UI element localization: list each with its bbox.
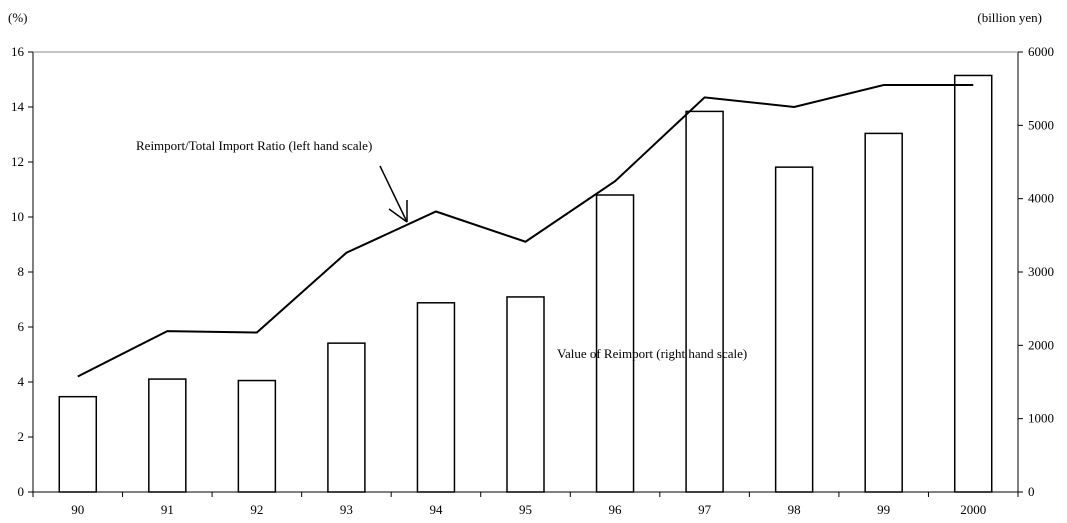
annotation-arrow [379,165,408,223]
left-tick-label: 6 [18,319,25,334]
x-tick-label: 92 [250,502,263,517]
left-tick-label: 8 [18,264,25,279]
bar-90 [58,395,98,493]
right-tick-label: 6000 [1028,44,1054,59]
right-tick-label: 3000 [1028,264,1054,279]
bar-91 [148,378,187,493]
line-annotation: Reimport/Total Import Ratio (left hand s… [136,138,372,153]
bar-97 [685,110,724,493]
bar-99 [864,132,903,493]
x-tick-label: 91 [161,502,174,517]
bar-2000 [953,74,993,493]
bar-93 [327,342,366,493]
right-tick-label: 5000 [1028,117,1054,132]
left-tick-label: 16 [11,44,25,59]
left-tick-label: 12 [11,154,24,169]
left-axis-unit: (%) [8,10,28,25]
bar-95 [506,296,545,493]
right-tick-label: 1000 [1028,411,1054,426]
ratio-line-points [77,84,974,377]
left-axis-ticks: 0 2 4 6 8 10 12 14 16 [11,44,33,499]
x-tick-label: 90 [71,502,84,517]
bar-annotation: Value of Reimport (right hand scale) [557,346,747,361]
x-tick-label: 93 [340,502,353,517]
right-tick-label: 2000 [1028,337,1054,352]
x-tick-label: 99 [877,502,890,517]
bars-group [58,74,993,493]
bar-94 [416,302,456,493]
x-tick-label: 94 [429,502,443,517]
right-tick-label: 0 [1028,484,1035,499]
bar-92 [237,379,277,493]
x-tick-label: 98 [788,502,801,517]
right-axis-ticks: 0 1000 2000 3000 4000 5000 6000 [1018,44,1054,499]
left-tick-label: 14 [11,99,25,114]
left-tick-label: 2 [18,429,25,444]
x-tick-label: 2000 [960,502,986,517]
left-tick-label: 4 [18,374,25,389]
left-tick-label: 0 [18,484,25,499]
x-tick-label: 95 [519,502,532,517]
x-axis-ticks: 90 91 92 93 94 95 96 97 98 99 2000 [32,492,1019,517]
x-tick-label: 97 [698,502,712,517]
bar-98 [774,166,814,493]
bar-96 [595,194,635,493]
right-tick-label: 4000 [1028,191,1054,206]
right-axis-unit: (billion yen) [977,10,1042,25]
left-tick-label: 10 [11,209,24,224]
x-tick-label: 96 [609,502,623,517]
